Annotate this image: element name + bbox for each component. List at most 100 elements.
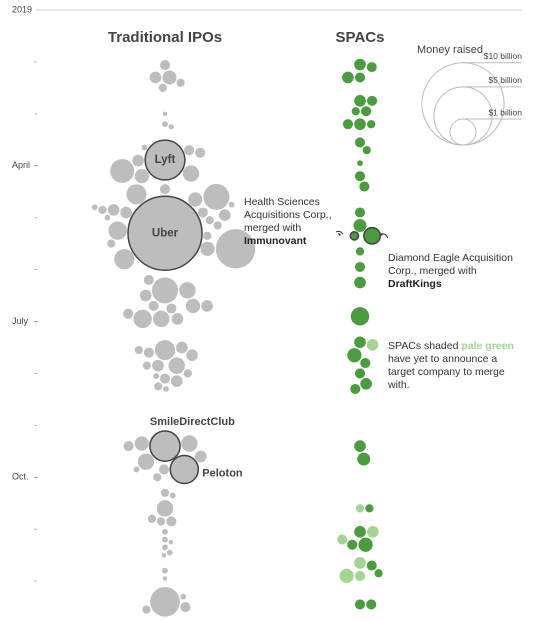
legend-label: $5 billion: [488, 75, 522, 85]
bubble: [342, 71, 354, 84]
bubble: [168, 539, 174, 545]
bubble: [342, 119, 353, 130]
bubble: [182, 165, 200, 182]
bubble: [181, 435, 198, 452]
bubble: [162, 111, 168, 117]
arrow: [335, 230, 344, 235]
bubble: [360, 357, 371, 369]
bubble: [218, 209, 231, 221]
bubble: [354, 261, 366, 273]
bubble: [354, 276, 366, 289]
bubble: [351, 107, 360, 116]
annotation-highlight: pale green: [461, 340, 514, 352]
bubble: [349, 230, 360, 241]
y-tick-label: July: [12, 316, 29, 326]
bubble: [143, 274, 154, 286]
bubble: [159, 59, 171, 71]
bubble: [159, 184, 171, 195]
bubble: [357, 452, 371, 466]
bubble: [361, 106, 372, 117]
bubble: [142, 605, 151, 614]
bubble: [354, 207, 366, 218]
bubble: [159, 373, 171, 384]
bubble: [162, 536, 168, 543]
bubble: [169, 492, 176, 499]
bubble: [354, 525, 366, 538]
bubble: [170, 375, 183, 388]
bubble: [360, 377, 372, 390]
bubble: [186, 349, 198, 362]
bubble: [153, 310, 170, 328]
bubble: [104, 214, 111, 221]
bubble: [168, 357, 185, 374]
bubble: [367, 120, 376, 129]
bubble: [153, 373, 160, 379]
bubble: [171, 313, 184, 325]
bubble: [354, 58, 366, 71]
bubble: [134, 169, 149, 184]
bubble: [367, 95, 378, 106]
bubble: [162, 121, 168, 128]
point-label: Peloton: [202, 467, 243, 479]
annotation-text: Diamond Eagle Acquisition Corp., merged …: [388, 252, 513, 277]
legend-circle: [433, 86, 493, 146]
bubble: [134, 345, 143, 355]
bubble: [166, 303, 177, 314]
bubble: [162, 70, 177, 85]
bubble: [154, 339, 176, 361]
point-label: SmileDirectClub: [150, 416, 235, 428]
bubble: [366, 560, 377, 571]
bubble: [163, 386, 169, 392]
bubble: [141, 144, 148, 151]
bubble: [159, 464, 170, 475]
bubble: [354, 72, 366, 83]
bubble: [127, 195, 203, 271]
bubble: [98, 205, 107, 214]
bubble: [215, 229, 256, 269]
bubble: [126, 184, 147, 205]
bubble: [185, 298, 201, 314]
legend-label: $1 billion: [488, 107, 522, 117]
bubble: [123, 441, 134, 452]
bubble: [213, 221, 222, 230]
y-tick-label: 2019: [12, 4, 32, 14]
bubble: [195, 147, 206, 158]
bubble: [374, 569, 383, 578]
annotation-bold: Immunovant: [244, 235, 307, 247]
bubble: [200, 241, 215, 256]
bubble: [179, 282, 196, 299]
bubble: [152, 277, 178, 304]
bubble: [184, 145, 195, 156]
bubble: [144, 139, 186, 181]
legend-circle: [449, 118, 477, 146]
bubble: [359, 181, 370, 192]
series-title: SPACs: [336, 29, 385, 46]
bubble: [149, 430, 181, 462]
annotation-bold: DraftKings: [388, 278, 442, 290]
bubble: [161, 552, 167, 558]
bubble: [354, 137, 366, 148]
bubble: [195, 450, 207, 463]
bubble: [354, 557, 366, 569]
annotation-text: Health Sciences Acquisitions Corp., merg…: [244, 196, 332, 234]
bubble: [339, 568, 354, 584]
bubble: [205, 216, 214, 225]
bubble: [114, 249, 135, 270]
bubble: [107, 239, 116, 248]
bubble: [355, 247, 365, 256]
bubble: [350, 307, 370, 326]
bubble: [132, 154, 144, 167]
bubble: [367, 525, 379, 538]
bubble: [354, 95, 366, 107]
bubble: [363, 226, 382, 245]
arrow-head: [338, 233, 341, 236]
bubble: [354, 599, 366, 610]
bubble: [183, 369, 192, 378]
bubble: [143, 347, 154, 358]
bubble: [197, 207, 208, 218]
bubble: [176, 341, 188, 354]
bubble: [347, 539, 358, 550]
bubble: [176, 78, 185, 87]
bubble: [123, 308, 134, 319]
